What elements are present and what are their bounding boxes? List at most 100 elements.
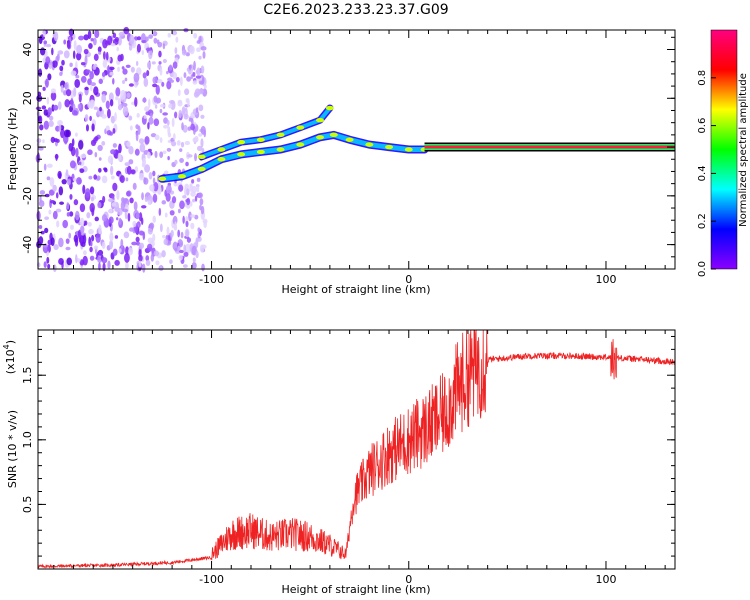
noise-blob xyxy=(102,51,106,60)
noise-blob xyxy=(192,80,198,85)
track-peak xyxy=(316,118,325,123)
noise-blob xyxy=(178,254,183,261)
noise-blob xyxy=(120,89,126,100)
noise-blob xyxy=(101,93,107,103)
noise-blob xyxy=(135,61,139,66)
noise-blob xyxy=(135,212,140,220)
svg-text:(x104): (x104) xyxy=(2,340,17,374)
track-peak xyxy=(345,137,354,142)
noise-blob xyxy=(80,75,87,83)
noise-blob xyxy=(149,184,155,192)
noise-blob xyxy=(50,237,55,247)
noise-blob xyxy=(81,241,86,248)
noise-blob xyxy=(157,41,163,48)
noise-blob xyxy=(101,214,108,222)
noise-blob xyxy=(176,140,181,146)
colorbar: 0.0 0.2 0.4 0.6 0.8 Normalized spectral ampl… xyxy=(697,29,749,277)
noise-blob xyxy=(42,244,48,248)
noise-blob xyxy=(163,238,169,246)
noise-blob xyxy=(124,140,128,147)
noise-blob xyxy=(87,149,93,156)
noise-blob xyxy=(53,104,59,111)
noise-blob xyxy=(192,257,196,263)
noise-blob xyxy=(152,233,156,242)
noise-blob xyxy=(101,175,108,184)
noise-blob xyxy=(159,104,166,108)
noise-blob xyxy=(155,260,160,266)
noise-blob xyxy=(168,64,173,71)
noise-blob xyxy=(58,186,64,196)
noise-blob xyxy=(120,238,124,249)
noise-blob xyxy=(69,62,73,67)
noise-blob xyxy=(161,200,167,205)
noise-blob xyxy=(114,259,120,266)
noise-blob xyxy=(129,125,133,131)
noise-blob xyxy=(49,177,55,187)
noise-blob xyxy=(95,233,101,243)
noise-blob xyxy=(57,120,63,126)
noise-blob xyxy=(197,227,201,233)
noise-blob xyxy=(112,32,117,39)
noise-blob xyxy=(48,209,52,215)
noise-blob xyxy=(38,36,43,45)
noise-blob xyxy=(65,169,69,177)
noise-blob xyxy=(126,141,131,148)
noise-blob xyxy=(123,231,130,239)
noise-blob xyxy=(178,184,184,192)
noise-blob xyxy=(90,196,94,202)
noise-blob xyxy=(98,224,102,235)
noise-blob xyxy=(180,231,184,239)
noise-blob xyxy=(189,185,194,192)
noise-blob xyxy=(98,78,104,84)
noise-blob xyxy=(197,192,203,199)
noise-blob xyxy=(92,37,97,46)
noise-blob xyxy=(93,174,98,180)
noise-blob xyxy=(66,202,70,210)
noise-blob xyxy=(136,112,140,118)
noise-blob xyxy=(131,241,138,246)
noise-blob xyxy=(196,47,201,53)
noise-blob xyxy=(143,77,149,87)
y-tick-label: 1.0 xyxy=(21,431,34,449)
noise-blob xyxy=(90,85,93,92)
noise-blob xyxy=(166,226,170,236)
noise-blob xyxy=(53,31,59,42)
noise-blob xyxy=(162,150,167,154)
noise-blob xyxy=(177,229,181,238)
noise-blob xyxy=(195,239,199,248)
noise-blob xyxy=(90,240,93,247)
noise-blob xyxy=(191,262,197,269)
noise-blob xyxy=(170,229,174,238)
noise-blob xyxy=(101,114,107,119)
noise-blob xyxy=(93,86,99,96)
noise-blob xyxy=(52,210,58,220)
noise-blob xyxy=(63,50,70,59)
noise-blob xyxy=(158,207,162,216)
noise-blob xyxy=(161,81,165,87)
noise-blob xyxy=(186,204,191,209)
noise-blob xyxy=(164,170,169,175)
x-tick-label: 100 xyxy=(595,273,616,286)
noise-blob xyxy=(142,72,147,79)
noise-blob xyxy=(182,195,187,199)
track-peak xyxy=(365,142,374,147)
noise-blob xyxy=(155,84,160,95)
noise-blob xyxy=(138,260,142,268)
noise-blob xyxy=(79,217,85,227)
noise-blob xyxy=(111,175,115,180)
noise-blob xyxy=(85,69,91,74)
noise-blob xyxy=(166,119,170,126)
track-peak xyxy=(385,144,394,150)
noise-blob xyxy=(58,124,62,133)
noise-blob xyxy=(122,80,126,85)
noise-blob xyxy=(146,151,151,159)
noise-blob xyxy=(201,263,205,272)
noise-blob xyxy=(157,79,163,84)
noise-blob xyxy=(169,79,175,83)
spectrogram-axes: -100 0 100 -40 -20 0 20 40 xyxy=(21,29,676,286)
noise-blob xyxy=(128,146,134,155)
noise-blob xyxy=(185,52,190,57)
noise-blob xyxy=(142,97,147,103)
noise-blob xyxy=(69,211,74,217)
noise-blob xyxy=(109,99,114,107)
